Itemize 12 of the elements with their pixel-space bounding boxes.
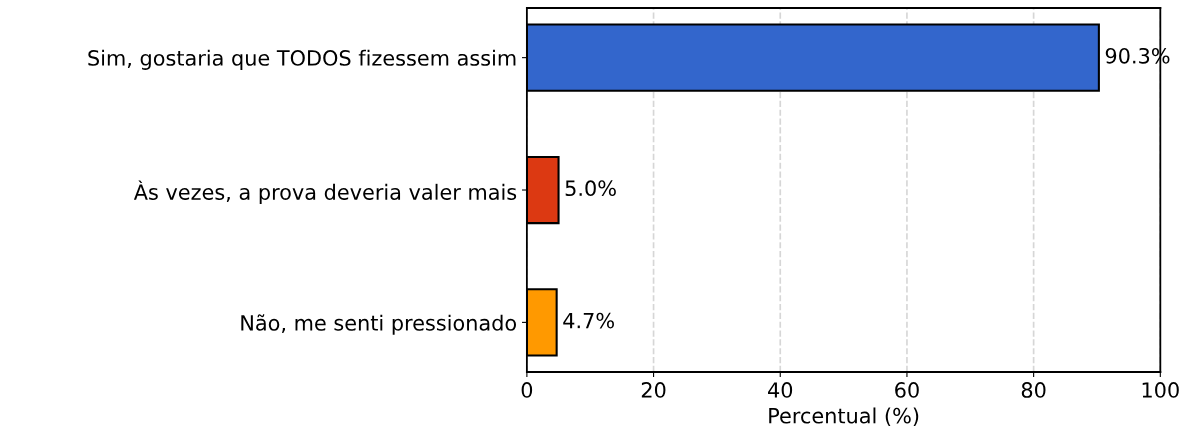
x-tick-label: 0 [521, 382, 533, 398]
x-tick-label: 80 [1021, 382, 1046, 398]
x-tick-label: 40 [768, 382, 793, 398]
y-tick-label: Às vezes, a prova deveria valer mais [133, 180, 517, 204]
data-label: 4.7% [563, 312, 614, 329]
x-tick-label: 100 [1142, 382, 1179, 398]
x-tick-label: 60 [895, 382, 919, 398]
data-label: 5.0% [565, 180, 616, 197]
x-tick-label: 20 [641, 382, 666, 398]
y-tick-label: Não, me senti pressionado [241, 314, 517, 335]
x-axis-title: Percentual (%) [769, 407, 919, 427]
y-tick-label: Sim, gostaria que TODOS fizessem assim [88, 49, 516, 70]
